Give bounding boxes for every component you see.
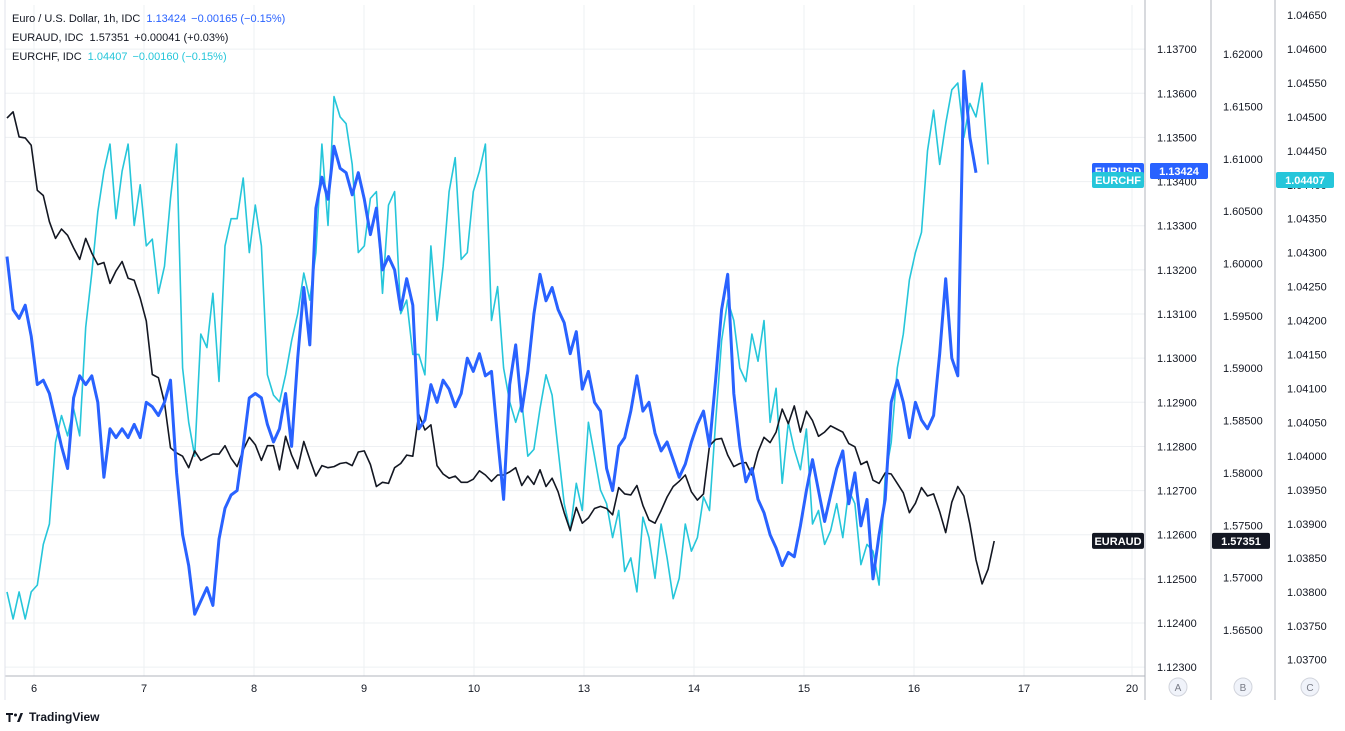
last-value-tag-eurchf <box>1276 172 1334 189</box>
x-tick-label: 17 <box>1018 683 1030 695</box>
y-tick-label: 1.57000 <box>1223 573 1263 585</box>
series-name-tag-eurchf <box>1092 172 1144 189</box>
y-tick-label: 1.04600 <box>1287 44 1327 56</box>
x-tick-label: 15 <box>798 683 810 695</box>
y-tick-label: 1.61500 <box>1223 102 1263 114</box>
y-tick-label: 1.56500 <box>1223 625 1263 637</box>
y-tick-label: 1.04200 <box>1287 315 1327 327</box>
y-tick-label: 1.12400 <box>1157 618 1197 630</box>
x-tick-label: 20 <box>1126 683 1138 695</box>
y-tick-label: 1.59500 <box>1223 311 1263 323</box>
legend-series-change: −0.00160 (−0.15%) <box>132 51 227 63</box>
x-tick-label: 9 <box>361 683 367 695</box>
x-tick-label: 7 <box>141 683 147 695</box>
legend-series-name: EURCHF, IDC <box>12 51 82 63</box>
y-tick-label: 1.12600 <box>1157 530 1197 542</box>
axis-button-label: A <box>1175 683 1182 694</box>
y-tick-label: 1.58000 <box>1223 468 1263 480</box>
y-tick-label: 1.12900 <box>1157 397 1197 409</box>
x-tick-label: 8 <box>251 683 257 695</box>
legend-series-change: +0.00041 (+0.03%) <box>134 32 229 44</box>
legend-series-name: Euro / U.S. Dollar, 1h, IDC <box>12 13 141 25</box>
axis-button-b[interactable] <box>1233 677 1253 697</box>
tradingview-logo-icon <box>6 713 23 722</box>
y-tick-label: 1.13500 <box>1157 132 1197 144</box>
x-tick-label: 14 <box>688 683 700 695</box>
y-tick-label: 1.13100 <box>1157 309 1197 321</box>
y-axis-c: 1.04650 1.04600 1.04550 1.04500 1.04450 1.044… <box>1287 10 1327 667</box>
y-tick-label: 1.58500 <box>1223 416 1263 428</box>
tradingview-brand[interactable]: TradingView <box>6 710 99 724</box>
axis-button-label: B <box>1240 683 1247 694</box>
y-tick-label: 1.13200 <box>1157 265 1197 277</box>
last-value-tag-eurusd-label: 1.13424 <box>1159 166 1200 178</box>
y-tick-label: 1.04000 <box>1287 451 1327 463</box>
chart-legend: Euro / U.S. Dollar, 1h, IDC 1.13424 −0.001… <box>12 10 285 67</box>
y-tick-label: 1.13400 <box>1157 177 1197 189</box>
y-tick-label: 1.04050 <box>1287 417 1327 429</box>
legend-series-value: 1.13424 <box>146 13 187 25</box>
y-tick-label: 1.03850 <box>1287 553 1327 565</box>
y-tick-label: 1.04150 <box>1287 349 1327 361</box>
y-tick-label: 1.12700 <box>1157 486 1197 498</box>
legend-series-change: −0.00165 (−0.15%) <box>191 13 286 25</box>
last-value-tag-eurchf-label: 1.04407 <box>1285 175 1325 187</box>
brand-label: TradingView <box>29 710 100 724</box>
x-tick-label: 16 <box>908 683 920 695</box>
y-tick-label: 1.04650 <box>1287 10 1327 22</box>
y-tick-label: 1.13000 <box>1157 353 1197 365</box>
y-tick-label: 1.12300 <box>1157 662 1197 674</box>
last-value-tag-eurusd <box>1150 162 1208 179</box>
x-tick-label: 6 <box>31 683 37 695</box>
y-tick-label: 1.04350 <box>1287 214 1327 226</box>
y-tick-label: 1.13700 <box>1157 44 1197 56</box>
last-value-tag-euraud <box>1212 532 1270 549</box>
y-tick-label: 1.60500 <box>1223 206 1263 218</box>
y-tick-label: 1.04250 <box>1287 282 1327 294</box>
legend-series-name: EURAUD, IDC <box>12 32 84 44</box>
y-tick-label: 1.13600 <box>1157 88 1197 100</box>
y-tick-label: 1.04450 <box>1287 146 1327 158</box>
y-tick-label: 1.13300 <box>1157 221 1197 233</box>
x-tick-label: 13 <box>578 683 590 695</box>
series-line-eurusd <box>5 69 978 616</box>
legend-series-value: 1.57351 <box>89 32 130 44</box>
y-tick-label: 1.62000 <box>1223 49 1263 61</box>
axis-button-c[interactable] <box>1300 677 1320 697</box>
y-tick-label: 1.59000 <box>1223 363 1263 375</box>
series-name-tag-euraud <box>1092 532 1144 549</box>
x-tick-label: 10 <box>468 683 480 695</box>
y-axis-b: 1.62000 1.61500 1.61000 1.60500 1.60000 1.595… <box>1223 49 1263 637</box>
y-tick-label: 1.03700 <box>1287 655 1327 667</box>
legend-row-euraud[interactable]: EURAUD, IDC 1.57351 +0.00041 (+0.03%) <box>12 29 285 48</box>
y-tick-label: 1.03900 <box>1287 519 1327 531</box>
legend-series-value: 1.04407 <box>87 51 128 63</box>
series-name-tag-euraud-label: EURAUD <box>1094 536 1141 548</box>
y-tick-label: 1.03800 <box>1287 587 1327 599</box>
axis-button-label: C <box>1306 683 1313 694</box>
axis-button-a[interactable] <box>1168 677 1188 697</box>
y-tick-label: 1.60000 <box>1223 259 1263 271</box>
legend-row-eurchf[interactable]: EURCHF, IDC 1.04407 −0.00160 (−0.15%) <box>12 48 285 67</box>
y-axis-a: 1.13700 1.13600 1.13500 1.13400 1.13300 1.132… <box>1157 44 1197 674</box>
y-tick-label: 1.03750 <box>1287 621 1327 633</box>
series-name-tag-eurchf-label: EURCHF <box>1095 175 1141 187</box>
y-tick-label: 1.04300 <box>1287 248 1327 260</box>
y-tick-label: 1.04100 <box>1287 383 1327 395</box>
y-tick-label: 1.57500 <box>1223 520 1263 532</box>
x-axis: 6 7 8 9 10 13 14 15 16 17 20 <box>31 683 1138 695</box>
legend-row-eurusd[interactable]: Euro / U.S. Dollar, 1h, IDC 1.13424 −0.001… <box>12 10 285 29</box>
y-tick-label: 1.61000 <box>1223 154 1263 166</box>
series-line-eurchf <box>6 82 989 620</box>
y-tick-label: 1.12500 <box>1157 574 1197 586</box>
y-tick-label: 1.12800 <box>1157 441 1197 453</box>
last-value-tag-euraud-label: 1.57351 <box>1221 536 1261 548</box>
y-tick-label: 1.04550 <box>1287 78 1327 90</box>
y-tick-label: 1.04500 <box>1287 112 1327 124</box>
y-tick-label: 1.03950 <box>1287 485 1327 497</box>
